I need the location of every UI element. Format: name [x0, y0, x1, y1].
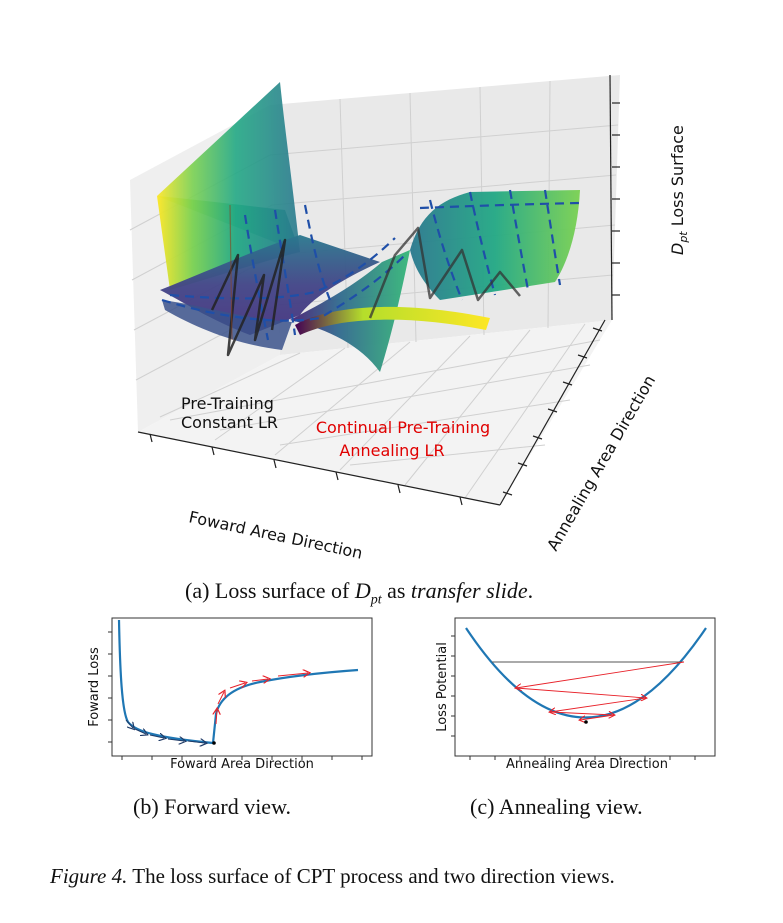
caption-c: (c) Annealing view. [470, 794, 643, 819]
annealing-ylabel: Loss Potential [435, 642, 450, 732]
cpt-label-line1: Continual Pre-Training [316, 418, 490, 437]
forward-cpt-arrows [216, 673, 308, 725]
axis-edges [137, 74, 613, 506]
pretraining-label-line2: Constant LR [181, 413, 278, 432]
z-axis-label: Dpt Loss Surface [668, 125, 690, 255]
forward-pretraining-arrows [125, 719, 205, 743]
forward-y-ticks [108, 631, 112, 743]
trajectory [210, 204, 521, 357]
caption-b: (b) Forward view. [133, 794, 292, 819]
pretraining-label-line1: Pre-Training [181, 394, 274, 413]
forward-x-ticks [121, 756, 363, 760]
annealing-final-point [584, 720, 588, 724]
floor-pane [138, 320, 612, 505]
figure-caption-text: The loss surface of CPT process and two … [127, 864, 615, 888]
annealing-cpt-arrows [516, 661, 685, 720]
annealing-xlabel: Annealing Area Direction [506, 757, 668, 772]
forward-ylabel: Foward Loss [87, 647, 102, 727]
cpt-label-line2: Annealing LR [339, 441, 444, 460]
axis-ticks [149, 102, 620, 506]
forward-loss-curve [117, 619, 359, 745]
x-axis-label: Foward Area Direction [187, 507, 364, 562]
annealing-y-ticks [451, 635, 455, 737]
figure-label: Figure 4. [50, 864, 128, 888]
forward-view-plot: Foward Area Direction Foward Loss [87, 617, 373, 772]
annealing-potential-curve [465, 627, 707, 719]
annealing-x-ticks [469, 756, 696, 760]
surface-contours [161, 189, 581, 341]
forward-transition-point [212, 741, 216, 745]
figure-caption: Figure 4. The loss surface of CPT proces… [50, 864, 615, 889]
annealing-plot-frame [454, 617, 716, 757]
forward-xlabel: Foward Area Direction [170, 757, 314, 772]
caption-a: (a) Loss surface of Dpt as transfer slid… [185, 578, 534, 608]
loss-surface-3d: Dpt Loss Surface Annealing Area Directio… [129, 74, 690, 563]
annealing-view-plot: Annealing Area Direction Loss Potential [435, 617, 716, 772]
